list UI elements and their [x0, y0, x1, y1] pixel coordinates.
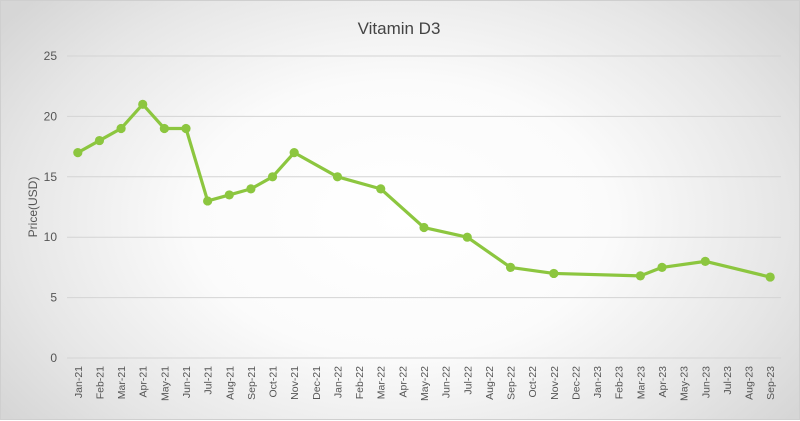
x-tick-label: Feb-23 — [614, 366, 626, 399]
x-tick-label: Jun-22 — [441, 366, 453, 398]
x-tick-label: Aug-22 — [484, 366, 496, 400]
x-tick-label: May-22 — [419, 366, 431, 401]
x-tick-label: Jul-22 — [462, 366, 474, 395]
data-point — [376, 184, 386, 194]
x-tick-label: Apr-22 — [397, 366, 409, 398]
x-tick-label: Apr-21 — [138, 366, 150, 398]
y-axis-label: Price(USD) — [26, 177, 40, 238]
data-point — [419, 222, 429, 233]
x-tick-label: Sep-21 — [246, 366, 258, 400]
data-point — [94, 135, 105, 146]
y-tick-label: 25 — [44, 49, 58, 63]
x-tick-label: May-21 — [159, 366, 171, 401]
data-point — [116, 123, 126, 134]
y-tick-label: 20 — [44, 109, 58, 123]
data-point — [224, 190, 234, 200]
data-point — [246, 184, 256, 194]
x-tick-label: Feb-21 — [94, 366, 106, 399]
data-point — [462, 232, 472, 242]
x-tick-label: Mar-21 — [116, 366, 128, 399]
x-tick-label: Dec-21 — [311, 366, 323, 400]
data-point — [332, 172, 343, 182]
x-tick-label: Jan-22 — [332, 366, 344, 398]
x-tick-label: Apr-23 — [657, 366, 669, 398]
x-tick-label: Nov-21 — [289, 366, 301, 400]
x-tick-labels: Jan-21 Feb-21 Mar-21 Apr-21 May-21 Jun-21 Jul-… — [73, 366, 777, 401]
x-tick-label: Feb-22 — [354, 366, 366, 399]
data-point — [181, 123, 191, 134]
series-group — [73, 99, 775, 282]
x-tick-label: Mar-22 — [376, 366, 388, 399]
x-tick-label: Jun-21 — [181, 366, 193, 398]
x-tick-label: Jan-21 — [73, 366, 85, 398]
y-tick-label: 0 — [50, 351, 57, 365]
x-tick-label: Sep-22 — [506, 366, 518, 400]
x-tick-label: Aug-23 — [744, 366, 756, 400]
x-tick-label: Oct-21 — [268, 366, 280, 398]
data-point — [138, 99, 148, 109]
data-point — [657, 262, 667, 272]
x-tick-label: Jun-23 — [700, 366, 712, 398]
x-tick-label: Nov-22 — [549, 366, 561, 400]
y-tick-label: 5 — [50, 291, 57, 305]
x-tick-label: Mar-23 — [635, 366, 647, 399]
x-tick-label: May-23 — [679, 366, 691, 401]
x-tick-label: Dec-22 — [570, 366, 582, 400]
data-point — [635, 271, 645, 281]
y-tick-label: 15 — [44, 170, 58, 184]
x-tick-label: Sep-23 — [765, 366, 777, 400]
x-tick-label: Oct-22 — [527, 366, 539, 398]
data-point — [549, 268, 559, 279]
x-tick-label: Aug-21 — [224, 366, 236, 400]
data-point — [267, 172, 278, 182]
series-line — [76, 102, 772, 279]
gridlines — [67, 55, 781, 359]
chart-title: Vitamin D3 — [358, 19, 441, 38]
data-point — [73, 148, 83, 158]
data-point — [765, 272, 775, 282]
data-point — [203, 196, 213, 206]
x-tick-label: Jan-23 — [592, 366, 604, 398]
data-point — [700, 256, 710, 266]
data-point — [159, 123, 169, 134]
data-point — [505, 262, 516, 272]
data-point — [289, 148, 299, 158]
x-tick-label: Jul-21 — [203, 366, 215, 395]
y-tick-label: 10 — [44, 230, 58, 244]
y-tick-labels: 0 5 10 15 20 25 — [44, 49, 58, 365]
x-tick-label: Jul-23 — [722, 366, 734, 395]
